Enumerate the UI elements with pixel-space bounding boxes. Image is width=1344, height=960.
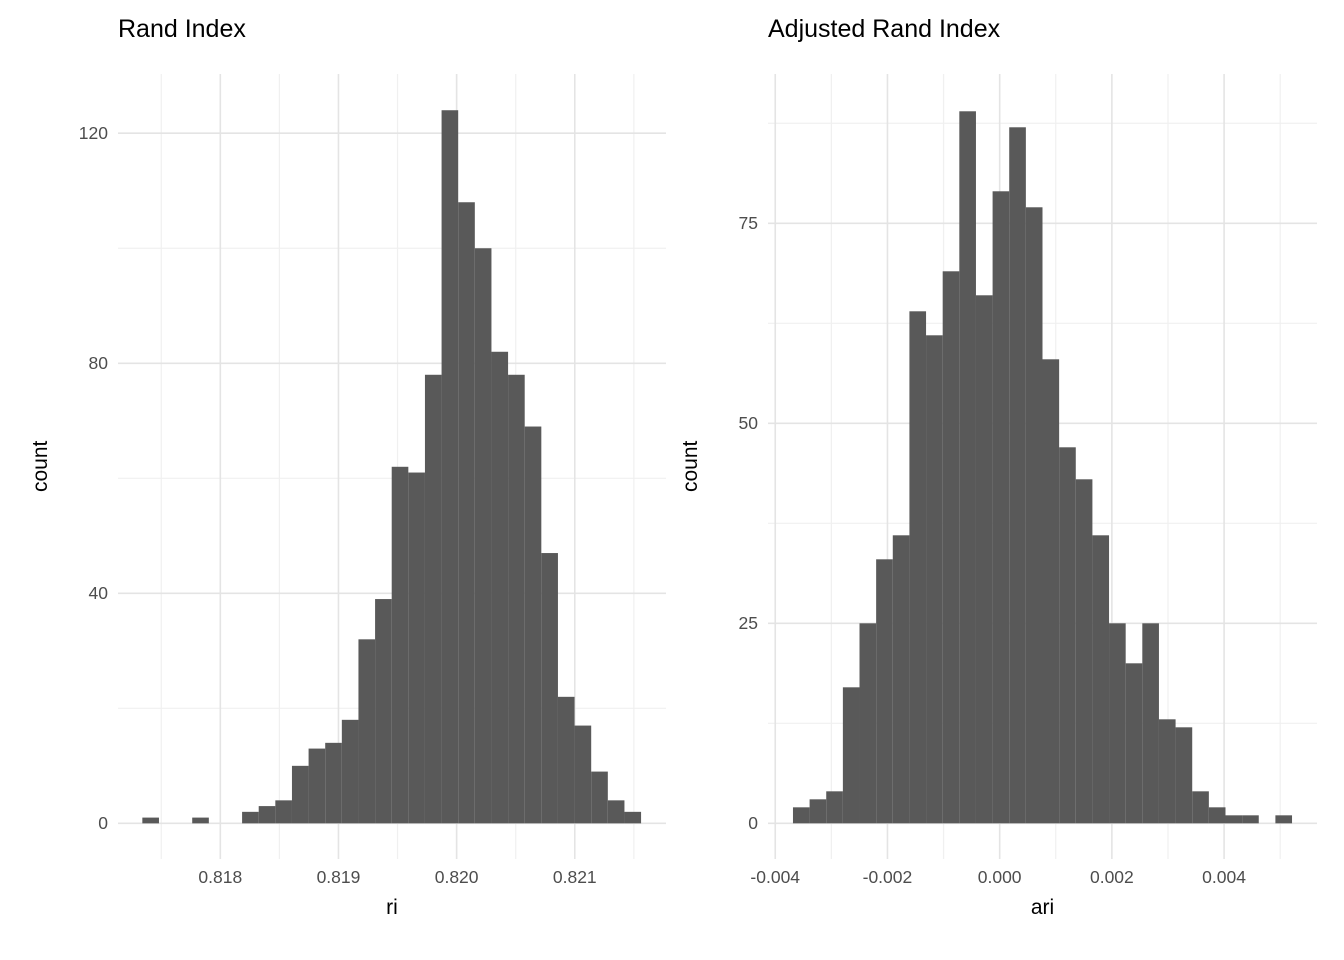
- histogram-bar: [876, 559, 893, 824]
- y-axis-title-right: count: [679, 440, 702, 493]
- y-tick-label: 0: [748, 813, 758, 834]
- histogram-bar: [391, 466, 409, 824]
- histogram-bar: [942, 271, 960, 824]
- histogram-bar: [1225, 815, 1243, 824]
- histogram-bar: [975, 295, 993, 824]
- histogram-bar: [458, 202, 475, 824]
- x-axis-title-ri: ri: [386, 896, 398, 919]
- histogram-bar: [308, 748, 326, 824]
- histogram-bar: [1025, 207, 1043, 824]
- histogram-bar: [1042, 359, 1060, 824]
- histogram-bar: [1092, 535, 1110, 824]
- x-tick-label: 0.821: [552, 867, 597, 887]
- histogram-bar: [508, 374, 525, 824]
- histogram-bar: [1192, 791, 1209, 824]
- y-axis-title-left: count: [29, 440, 52, 493]
- y-tick-label: 25: [738, 613, 758, 634]
- histogram-bar: [291, 765, 309, 824]
- y-tick-label: 75: [738, 213, 758, 234]
- histogram-bar: [1109, 623, 1126, 824]
- histogram-bar: [992, 191, 1010, 824]
- histogram-bar: [408, 472, 425, 824]
- x-tick-label: -0.002: [862, 867, 913, 887]
- histogram-bar: [1075, 479, 1093, 824]
- x-tick-label: 0.004: [1202, 867, 1246, 887]
- histogram-bar: [1242, 815, 1259, 824]
- plot-title-rand-index: Rand Index: [118, 15, 246, 43]
- x-tick-label: 0.818: [198, 867, 243, 887]
- histogram-bar: [192, 817, 209, 824]
- y-tick-label: 0: [98, 813, 108, 834]
- histogram-bar: [1158, 719, 1176, 824]
- histogram-bar: [607, 800, 625, 824]
- histogram-bar: [341, 719, 359, 824]
- histogram-bar: [574, 725, 592, 824]
- histogram-bar: [258, 806, 276, 824]
- histogram-bar: [591, 771, 608, 824]
- histogram-bar: [926, 335, 943, 824]
- histogram-bar: [624, 811, 642, 824]
- histogram-bar: [142, 817, 159, 824]
- histogram-bar: [809, 799, 827, 824]
- y-tick-label: 40: [88, 583, 108, 604]
- x-tick-label: 0.819: [316, 867, 361, 887]
- x-tick-label: -0.004: [750, 867, 801, 887]
- histogram-bar: [325, 742, 342, 824]
- histogram-bar: [1059, 447, 1076, 824]
- histogram-bar: [892, 535, 910, 824]
- histogram-bar: [474, 248, 492, 824]
- histogram-bar: [1125, 663, 1143, 824]
- y-tick-label: 50: [738, 413, 758, 434]
- histogram-bar: [557, 696, 575, 824]
- histogram-bar: [959, 111, 976, 824]
- histogram-bar: [1009, 127, 1026, 824]
- y-tick-label: 80: [88, 353, 108, 374]
- histogram-bar: [491, 351, 509, 824]
- histogram-bar: [826, 791, 843, 824]
- histogram-bar: [859, 623, 877, 824]
- histogram-bar: [441, 110, 459, 824]
- x-tick-label: 0.002: [1089, 867, 1134, 887]
- histogram-bar: [358, 639, 376, 824]
- histogram-bar: [524, 426, 542, 824]
- histogram-bar: [1142, 623, 1159, 824]
- histogram-bar: [242, 811, 259, 824]
- histogram-bar: [1275, 815, 1293, 824]
- histogram-bar: [842, 687, 860, 824]
- histogram-bar: [375, 599, 392, 824]
- y-tick-label: 120: [78, 123, 108, 144]
- histogram-bar: [1175, 727, 1193, 824]
- histogram-bar: [792, 807, 810, 824]
- histogram-bar: [275, 800, 292, 824]
- histogram-bar: [909, 311, 927, 824]
- histogram-bar: [424, 374, 442, 824]
- x-tick-label: 0.000: [977, 867, 1022, 887]
- plot-title-adjusted-rand-index: Adjusted Rand Index: [768, 15, 1001, 43]
- histogram-bar: [541, 553, 558, 824]
- x-axis-title-ari: ari: [1030, 896, 1055, 919]
- x-tick-label: 0.820: [434, 867, 479, 887]
- histogram-bar: [1208, 807, 1226, 824]
